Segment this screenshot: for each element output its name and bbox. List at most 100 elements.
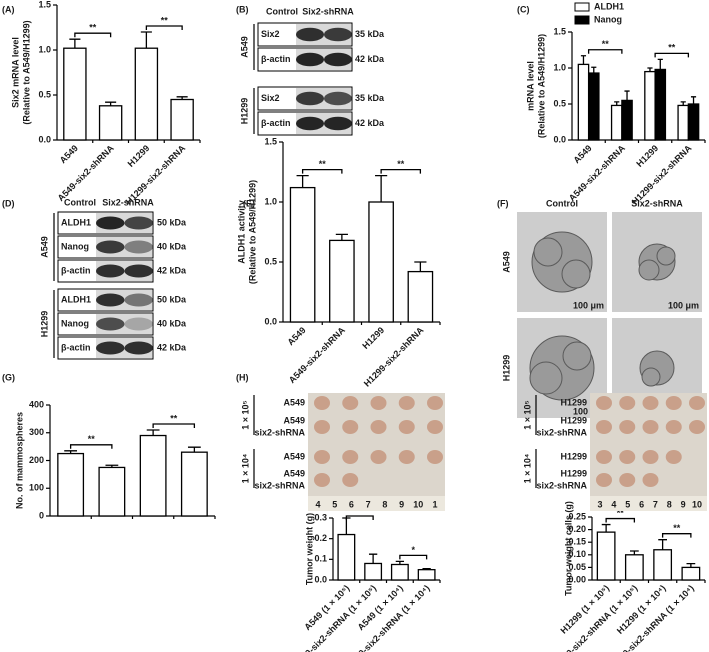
blot-band	[324, 91, 352, 106]
error-bar	[64, 450, 78, 454]
significance-bracket	[587, 49, 623, 54]
error-bar	[591, 66, 597, 74]
ruler-label: 4	[611, 499, 616, 509]
significance-label: **	[89, 23, 97, 33]
column-header: Control	[64, 197, 96, 207]
x-tick-label: H1299	[126, 143, 152, 169]
protein-label: Six2	[261, 93, 280, 103]
error-bar	[647, 67, 653, 72]
error-bar	[69, 38, 81, 49]
row-label: H1299	[560, 451, 587, 461]
column-header: Six2-shRNA	[102, 197, 154, 207]
significance-bracket	[380, 168, 422, 174]
bar	[180, 451, 208, 517]
cell-line-label: H1299	[39, 311, 49, 338]
row-label: six2-shRNA	[254, 427, 305, 437]
error-bar	[601, 523, 611, 533]
x-tick-label: A549	[285, 325, 307, 347]
y-axis-label: Tumor weight (g)	[304, 513, 314, 585]
dose-label: 1 × 10⁵	[240, 400, 250, 430]
bar	[134, 47, 159, 141]
error-bar	[342, 517, 351, 535]
y-tick-label: 0.5	[38, 89, 51, 99]
tumor	[370, 450, 387, 464]
significance-label: **	[170, 413, 178, 423]
significance-bracket	[654, 52, 690, 58]
tumor	[314, 396, 330, 410]
y-axis-label: (Relative to A549/H1299)	[247, 180, 257, 284]
blot-band	[296, 116, 324, 131]
spheroid	[529, 361, 563, 395]
tumor	[314, 473, 330, 487]
row-label: six2-shRNA	[254, 480, 305, 490]
error-bar	[368, 553, 378, 564]
tumor	[370, 420, 387, 434]
y-tick-label: 0.5	[264, 256, 277, 266]
size-label: 50 kDa	[157, 217, 187, 227]
error-bar	[658, 539, 668, 550]
scale-bar-label: 100 μm	[668, 300, 699, 310]
bar	[98, 466, 126, 517]
ruler-label: 4	[315, 499, 320, 509]
y-tick-label: 1.0	[38, 44, 51, 54]
bar	[57, 452, 85, 517]
row-label: H1299	[560, 397, 587, 407]
ruler-label: 10	[413, 499, 423, 509]
x-tick-label: A549 (1 × 10⁵)	[302, 583, 351, 632]
bar	[368, 201, 394, 323]
tumor	[596, 396, 612, 410]
bar	[337, 533, 356, 581]
y-axis-label: ALDH1 activity	[236, 200, 246, 264]
bar	[587, 72, 600, 141]
y-tick-label: 1.5	[264, 136, 277, 146]
blot-band	[296, 27, 324, 42]
panel-label: (E)	[243, 198, 255, 208]
tumor	[689, 396, 705, 410]
blot-band	[324, 52, 352, 67]
error-bar	[146, 429, 160, 436]
significance-label: **	[602, 39, 610, 49]
tumor	[342, 473, 359, 487]
y-tick-label: 0.0	[38, 134, 51, 144]
y-tick-label: 100	[29, 483, 44, 493]
tumor	[665, 450, 682, 464]
protein-label: ALDH1	[61, 294, 91, 304]
bar	[98, 105, 123, 141]
blot-band	[324, 27, 352, 42]
tumor	[427, 396, 443, 410]
significance-label: **	[161, 15, 169, 25]
x-tick-label: A549-six2-shRNA	[567, 143, 627, 203]
bar	[407, 270, 434, 323]
tumor	[642, 396, 659, 410]
dose-label: 1 × 10⁵	[522, 400, 532, 430]
ruler-label: 9	[399, 499, 404, 509]
protein-label: Nanog	[61, 318, 89, 328]
tumor	[427, 420, 443, 434]
panel-label: (F)	[497, 198, 509, 208]
tumor	[689, 420, 705, 434]
error-bar	[395, 560, 405, 565]
row-label: A549	[283, 397, 305, 407]
y-tick-label: 0.05	[568, 562, 586, 572]
x-tick-label: A549	[58, 143, 80, 165]
row-label: H1299	[560, 415, 587, 425]
blot-band	[96, 317, 125, 331]
column-header: Six2-shRNA	[631, 198, 683, 208]
spheroid	[533, 237, 563, 267]
tumor	[370, 396, 387, 410]
protein-label: β-actin	[261, 118, 291, 128]
significance-bracket	[661, 533, 692, 538]
ruler-label: 6	[349, 499, 354, 509]
bar	[677, 104, 690, 141]
y-tick-label: 200	[29, 455, 44, 465]
error-bar	[580, 55, 587, 65]
bar	[289, 186, 316, 323]
x-tick-label: H1299 (1 × 10⁴)	[615, 583, 668, 636]
y-tick-label: 400	[29, 399, 44, 409]
error-bar	[624, 90, 630, 101]
error-bar	[296, 174, 309, 188]
blot-band	[124, 317, 153, 331]
bar	[621, 99, 633, 141]
error-bar	[375, 174, 388, 202]
